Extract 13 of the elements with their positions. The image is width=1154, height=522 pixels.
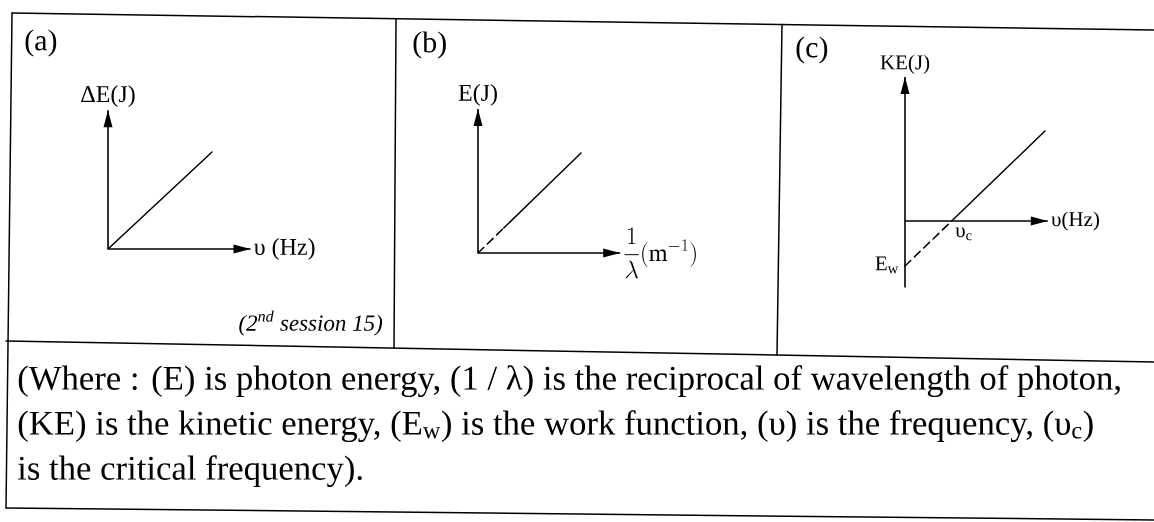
x-axis-title: υ(Hz)	[1051, 211, 1099, 231]
x-axis-title: υ (Hz)	[254, 238, 315, 260]
x-axis-title: $\frac{1}{\lambda}(\mathrm{m}^{-1})$	[624, 227, 696, 279]
y-axis-title: E(J)	[458, 83, 497, 106]
text: (Where : (E) is photon energy, (1 / λ) is the reciprocal of wavelength of photon, (KE) is the kinetic energy, (E$_{w}$) is the work function, (υ) is the frequency, (υ$_{c}$) is the critical frequency).	[17, 365, 1120, 488]
text: E$_{w}$	[875, 256, 899, 274]
annotation: υ$_{c}$	[955, 227, 972, 241]
text: (2$^{nd}$ session 15)	[239, 310, 383, 336]
y-axis-title: KE(J)	[880, 54, 930, 74]
chart-title: (b)	[413, 31, 446, 59]
chart-title: (a)	[25, 29, 57, 57]
y-axis-title: ΔE(J)	[81, 85, 135, 108]
chart-title: (c)	[796, 36, 828, 64]
